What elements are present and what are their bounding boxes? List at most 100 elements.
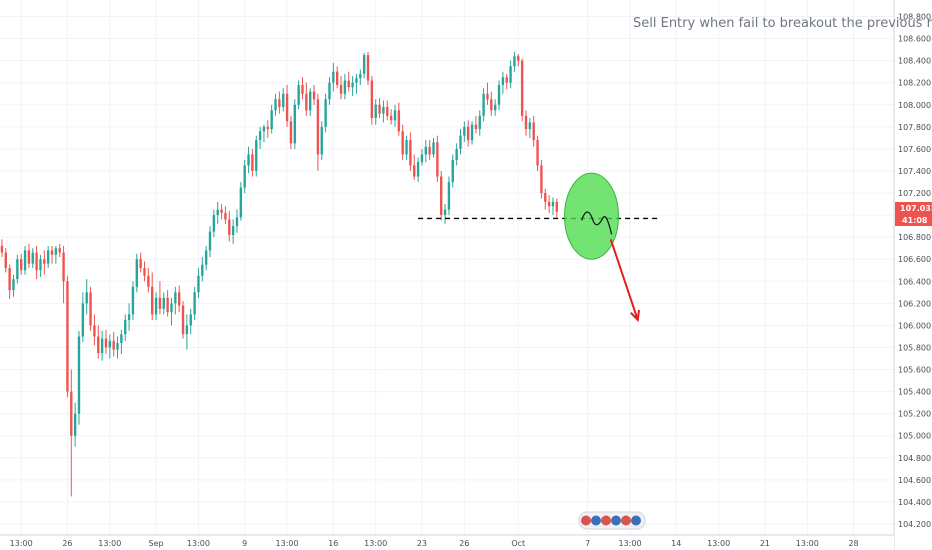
candle-body (143, 268, 146, 276)
candle-body (174, 292, 177, 304)
candle-body (532, 122, 535, 141)
y-tick-label: 106.400 (898, 277, 931, 286)
candle-body (301, 84, 304, 94)
x-tick-label: 13:00 (364, 539, 387, 548)
candle-body (73, 413, 77, 436)
y-tick-label: 108.800 (898, 13, 931, 22)
candle-body (124, 319, 127, 335)
candle-body (243, 165, 246, 188)
y-tick-label: 107.400 (898, 167, 931, 176)
candle-body (309, 91, 312, 111)
candle-body (351, 82, 354, 88)
candle-body (181, 305, 185, 335)
candle-body (235, 217, 239, 227)
candle-body (466, 126, 470, 141)
candle-body (413, 165, 416, 177)
candle-body (332, 71, 335, 83)
candle-body (320, 126, 323, 155)
candle-body (247, 154, 250, 166)
candle-body (370, 80, 374, 119)
y-tick-label: 106.600 (898, 255, 931, 264)
x-tick-label: 21 (760, 539, 770, 548)
candle-body (551, 201, 555, 207)
time-axis[interactable]: 13:00 26 13:00 Sep 13:00 9 13:00 16 13:00 23 26 Oct… (10, 539, 859, 548)
sell-arrow (609, 239, 639, 321)
candle-body (162, 297, 165, 309)
price-tag-label: 107.032 (900, 204, 932, 213)
candle-body (544, 193, 547, 202)
candle-body (216, 209, 219, 216)
candle-body (339, 84, 343, 94)
candle-body (255, 140, 258, 171)
candle-body (12, 279, 15, 291)
candle-body (505, 77, 508, 83)
candle-body (289, 121, 293, 144)
price-tag-box (895, 202, 932, 214)
candle-body (490, 99, 493, 111)
candle-body (366, 55, 370, 81)
flag-icon (581, 515, 591, 526)
candle-body (405, 140, 408, 155)
x-tick-label: 28 (848, 539, 858, 548)
candle-body (274, 99, 277, 111)
y-tick-label: 104.800 (898, 454, 931, 463)
x-tick-label: 13:00 (707, 539, 730, 548)
candle-body (120, 334, 123, 344)
candle-body (374, 104, 377, 119)
candle-body (23, 250, 27, 271)
candle-body (135, 259, 138, 287)
flag-icon (611, 515, 621, 526)
candle-body (393, 110, 397, 121)
candle-body (258, 131, 262, 141)
candle-body (355, 78, 358, 83)
candle-body (509, 66, 512, 83)
candle-body (201, 264, 204, 276)
candle-body (228, 219, 231, 235)
candle-body (66, 281, 69, 392)
candle-body (312, 91, 316, 100)
candle-body (70, 391, 73, 436)
y-tick-label: 108.200 (898, 79, 931, 88)
candle-body (43, 259, 46, 264)
candle-body (474, 124, 478, 130)
candle-body (77, 336, 81, 414)
y-tick-label: 107.200 (898, 189, 931, 198)
y-tick-label: 105.200 (898, 410, 931, 419)
candle-body (513, 56, 516, 67)
candle-body (305, 93, 308, 111)
x-tick-label: 13:00 (276, 539, 299, 548)
candle-body (4, 252, 7, 269)
candle-body (347, 80, 350, 88)
candle-body (482, 93, 485, 116)
candle-body (428, 146, 431, 155)
y-tick-label: 107.600 (898, 145, 931, 154)
candle-body (386, 107, 389, 116)
y-tick-label: 108.000 (898, 101, 931, 110)
flag-icon (591, 515, 601, 526)
candle-body (443, 209, 447, 216)
x-tick-label: 26 (62, 539, 72, 548)
candle-body (547, 201, 551, 207)
annotation-text: Sell Entry when fail to breakout the pre… (633, 16, 932, 31)
price-axis[interactable]: 108.800 108.600 108.400 108.200 108.000 107.8… (898, 13, 931, 529)
candle-body (89, 292, 92, 326)
candle-body (293, 104, 296, 144)
candle-body (270, 110, 273, 130)
y-tick-label: 107.800 (898, 123, 931, 132)
candle-body (46, 250, 50, 264)
candle-body (239, 187, 243, 218)
candle-body (389, 115, 393, 121)
candle-body (520, 60, 524, 116)
candle-body (282, 93, 285, 107)
candlestick-series (0, 51, 559, 497)
chart-grid (0, 0, 894, 535)
drawings-layer (418, 172, 661, 323)
event-icons[interactable] (578, 511, 646, 530)
candle-body (266, 126, 270, 130)
candle-body (31, 252, 34, 264)
candle-body (197, 275, 200, 293)
y-tick-label: 108.400 (898, 57, 931, 66)
candle-body (359, 73, 362, 79)
